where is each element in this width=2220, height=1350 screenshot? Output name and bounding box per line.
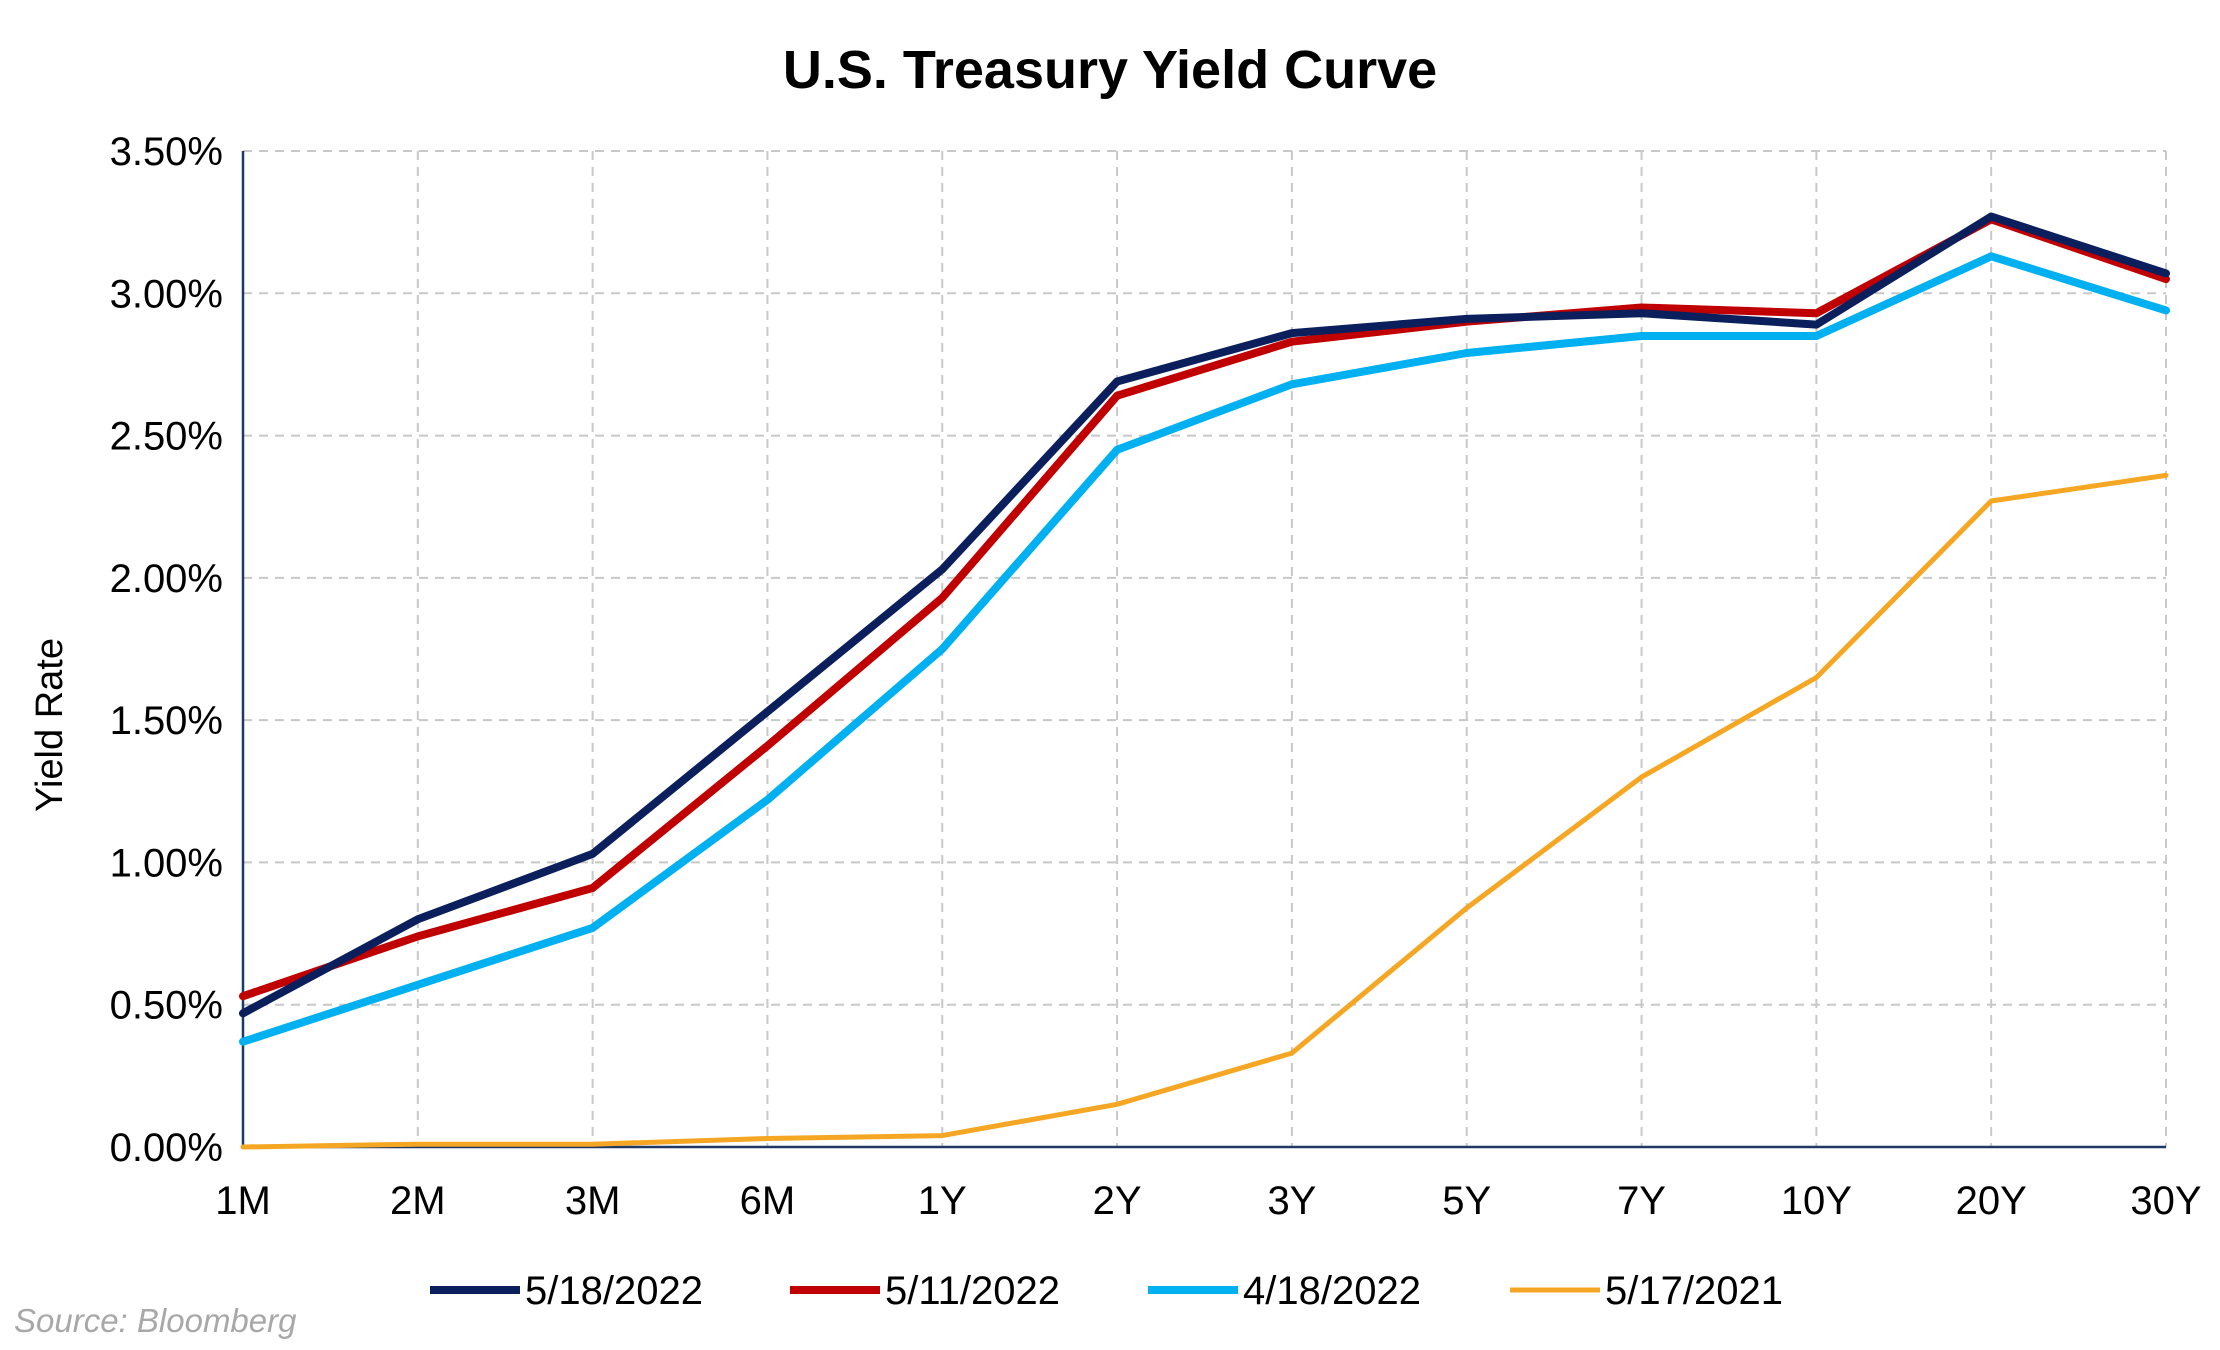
x-tick-label: 10Y bbox=[1781, 1179, 1852, 1223]
y-tick-label: 0.50% bbox=[110, 984, 223, 1028]
source-note: Source: Bloomberg bbox=[14, 1302, 297, 1339]
y-tick-label: 3.50% bbox=[110, 130, 223, 174]
x-tick-label: 1M bbox=[215, 1179, 271, 1223]
series-line-4 bbox=[240, 472, 2169, 1150]
legend: 5/18/2022 5/11/2022 4/18/2022 5/17/2021 bbox=[430, 1269, 1783, 1313]
y-tick-label: 2.50% bbox=[110, 415, 223, 459]
legend-label: 5/18/2022 bbox=[525, 1269, 703, 1313]
y-tick-label: 3.00% bbox=[110, 272, 223, 316]
y-tick-label: 2.00% bbox=[110, 557, 223, 601]
legend-label: 4/18/2022 bbox=[1243, 1269, 1421, 1313]
y-tick-label: 1.00% bbox=[110, 841, 223, 885]
x-tick-label: 30Y bbox=[2130, 1179, 2201, 1223]
chart-title: U.S. Treasury Yield Curve bbox=[783, 40, 1437, 100]
y-tick-label: 0.00% bbox=[110, 1126, 223, 1170]
x-tick-labels: 1M 2M 3M 6M 1Y 2Y 3Y 5Y 7Y 10Y 20Y 30Y bbox=[215, 1179, 2201, 1223]
y-tick-label: 1.50% bbox=[110, 699, 223, 743]
x-tick-label: 3Y bbox=[1267, 1179, 1316, 1223]
x-tick-label: 2M bbox=[390, 1179, 446, 1223]
series-lines bbox=[239, 212, 2170, 1150]
x-tick-label: 3M bbox=[565, 1179, 621, 1223]
x-tick-label: 6M bbox=[740, 1179, 796, 1223]
y-tick-labels: 0.00% 0.50% 1.00% 1.50% 2.00% 2.50% 3.00% 3.50% bbox=[110, 130, 223, 1170]
x-tick-label: 2Y bbox=[1093, 1179, 1142, 1223]
series-line-1 bbox=[239, 212, 2170, 1018]
x-tick-label: 5Y bbox=[1442, 1179, 1491, 1223]
x-tick-label: 7Y bbox=[1617, 1179, 1666, 1223]
axes bbox=[241, 151, 2166, 1149]
series-line-3 bbox=[239, 252, 2170, 1046]
x-tick-label: 20Y bbox=[1956, 1179, 2027, 1223]
grid-lines bbox=[243, 150, 2167, 1147]
series-line-2 bbox=[239, 215, 2170, 1001]
x-tick-label: 1Y bbox=[918, 1179, 967, 1223]
y-axis-label: Yield Rate bbox=[29, 638, 71, 812]
legend-label: 5/17/2021 bbox=[1605, 1269, 1783, 1313]
legend-label: 5/11/2022 bbox=[885, 1269, 1060, 1313]
